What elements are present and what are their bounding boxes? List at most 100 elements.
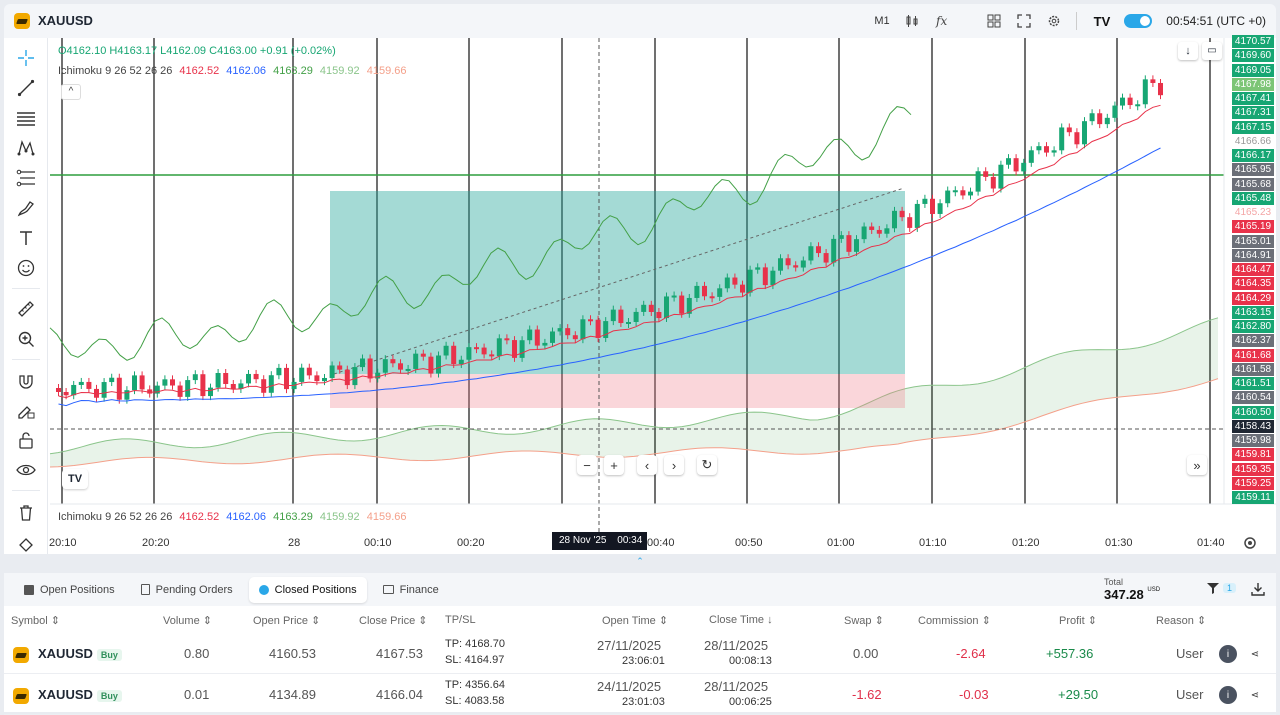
price-label: 4165.23 bbox=[1232, 206, 1274, 219]
col-reason[interactable]: Reason ⇕ bbox=[1156, 615, 1207, 627]
candle-body bbox=[1127, 97, 1133, 106]
lock-drawing-icon[interactable] bbox=[16, 400, 36, 420]
row-close-price: 4167.53 bbox=[376, 646, 423, 661]
col-open-time[interactable]: Open Time ⇕ bbox=[602, 615, 669, 627]
fullscreen-icon[interactable] bbox=[1016, 13, 1032, 29]
emoji-icon[interactable] bbox=[16, 258, 36, 278]
table-row[interactable]: XAUUSD Buy 0.01 4134.89 4166.04 TP: 4356.… bbox=[4, 675, 1276, 715]
row-open-time: 23:06:01 bbox=[622, 655, 665, 667]
lock-icon[interactable] bbox=[16, 430, 36, 450]
candle-body bbox=[1028, 150, 1034, 163]
candle-body bbox=[831, 238, 837, 263]
filter-button[interactable]: 1 bbox=[1207, 582, 1237, 594]
eye-icon[interactable] bbox=[16, 460, 36, 480]
col-symbol[interactable]: Symbol ⇕ bbox=[11, 615, 60, 627]
scroll-left-button[interactable]: ‹ bbox=[637, 455, 657, 475]
toggle-switch[interactable] bbox=[1124, 14, 1153, 28]
row-tp: TP: 4168.70 bbox=[445, 638, 505, 650]
price-label: 4169.60 bbox=[1232, 49, 1274, 63]
chikou-value: 4163.29 bbox=[273, 65, 313, 77]
auto-scale-button[interactable]: ▭ bbox=[1202, 42, 1222, 60]
change-value: +0.91 (+0.02%) bbox=[259, 45, 336, 57]
price-chart[interactable] bbox=[4, 38, 1276, 554]
col-swap[interactable]: Swap ⇕ bbox=[844, 615, 884, 627]
scroll-to-realtime-button[interactable]: » bbox=[1187, 455, 1207, 475]
candle-body bbox=[436, 355, 441, 374]
layout-icon[interactable] bbox=[986, 13, 1002, 29]
table-header: Symbol ⇕ Volume ⇕ Open Price ⇕ Close Pri… bbox=[4, 606, 1276, 634]
chart-area[interactable] bbox=[4, 38, 1276, 554]
candle-body bbox=[1021, 162, 1027, 172]
settings-gear-icon[interactable] bbox=[1046, 13, 1062, 29]
crosshair-icon[interactable] bbox=[16, 48, 36, 68]
scroll-to-latest-button[interactable]: ↓ bbox=[1178, 42, 1198, 60]
ichimoku-legend-bottom[interactable]: Ichimoku 9 26 52 26 26 4162.52 4162.06 4… bbox=[58, 511, 407, 523]
indicators-icon[interactable]: fx bbox=[936, 14, 948, 28]
collapse-legend-button[interactable]: ^ bbox=[61, 84, 81, 100]
panel-resize-handle[interactable]: ⌃ bbox=[636, 556, 644, 566]
symbol-name[interactable]: XAUUSD bbox=[38, 13, 93, 28]
zoom-out-button[interactable]: − bbox=[577, 455, 597, 475]
candle-body bbox=[306, 367, 312, 376]
candle-body bbox=[116, 377, 122, 400]
row-swap: 0.00 bbox=[853, 646, 879, 661]
zoom-in-button[interactable]: + bbox=[604, 455, 624, 475]
col-close-price[interactable]: Close Price ⇕ bbox=[359, 615, 428, 627]
chart-settings-icon[interactable] bbox=[1243, 536, 1257, 550]
trash-icon[interactable] bbox=[16, 503, 36, 523]
ichimoku-legend[interactable]: Ichimoku 9 26 52 26 26 4162.52 4162.06 4… bbox=[58, 65, 407, 77]
row-volume: 0.01 bbox=[184, 687, 210, 702]
gold-symbol-icon bbox=[13, 647, 29, 663]
timeframe-button[interactable]: M1 bbox=[874, 15, 890, 27]
trend-line-icon[interactable] bbox=[16, 78, 36, 98]
candle-body bbox=[1013, 158, 1019, 172]
text-icon[interactable] bbox=[16, 228, 36, 248]
book-icon bbox=[24, 584, 34, 595]
info-icon[interactable]: i bbox=[1219, 686, 1237, 704]
reset-chart-button[interactable]: ↻ bbox=[697, 455, 717, 475]
brush-icon[interactable] bbox=[16, 198, 36, 218]
candle-body bbox=[884, 228, 890, 234]
candle-body bbox=[770, 270, 776, 286]
col-open-price[interactable]: Open Price ⇕ bbox=[253, 615, 321, 627]
col-profit[interactable]: Profit ⇕ bbox=[1059, 615, 1097, 627]
candle-body bbox=[968, 191, 973, 196]
horizontal-lines-icon[interactable] bbox=[16, 108, 36, 128]
candle-body bbox=[656, 311, 662, 319]
magnet-icon[interactable] bbox=[16, 371, 36, 391]
scroll-right-button[interactable]: › bbox=[664, 455, 684, 475]
price-label: 4166.17 bbox=[1232, 149, 1274, 162]
tab-finance[interactable]: Finance bbox=[373, 577, 449, 603]
download-icon[interactable] bbox=[1251, 582, 1265, 596]
share-icon[interactable]: ⋖ bbox=[1250, 689, 1260, 701]
crosshair-date: 28 Nov '25 bbox=[559, 535, 607, 546]
time-label: 20:20 bbox=[142, 537, 170, 549]
time-label: 28 bbox=[288, 537, 301, 549]
candle-body bbox=[451, 345, 457, 365]
col-close-time[interactable]: Close Time ↓ bbox=[709, 614, 773, 626]
price-label: 4165.19 bbox=[1232, 220, 1274, 234]
col-commission[interactable]: Commission ⇕ bbox=[918, 615, 991, 627]
candle-body bbox=[192, 374, 198, 381]
ichimoku-label: Ichimoku 9 26 52 26 26 bbox=[58, 511, 173, 523]
candle-body bbox=[937, 203, 943, 214]
candle-body bbox=[679, 295, 685, 314]
col-volume[interactable]: Volume ⇕ bbox=[163, 615, 212, 627]
pattern-icon[interactable] bbox=[16, 138, 36, 158]
candle-body bbox=[580, 319, 586, 340]
ruler-icon[interactable] bbox=[16, 299, 36, 319]
fib-icon[interactable] bbox=[16, 168, 36, 188]
table-row[interactable]: XAUUSD Buy 0.80 4160.53 4167.53 TP: 4168.… bbox=[4, 634, 1276, 674]
candle-body bbox=[922, 198, 928, 204]
row-open-price: 4134.89 bbox=[269, 687, 316, 702]
tab-open-positions[interactable]: Open Positions bbox=[14, 577, 125, 603]
wallet-icon bbox=[382, 585, 394, 594]
more-tools-icon[interactable] bbox=[16, 538, 36, 552]
share-icon[interactable]: ⋖ bbox=[1250, 648, 1260, 660]
chart-type-icon[interactable] bbox=[904, 13, 920, 29]
info-icon[interactable]: i bbox=[1219, 645, 1237, 663]
zoom-in-icon[interactable] bbox=[16, 329, 36, 349]
tab-pending-orders[interactable]: Pending Orders bbox=[131, 577, 243, 603]
tab-closed-positions[interactable]: Closed Positions bbox=[248, 576, 367, 603]
candle-body bbox=[238, 383, 244, 390]
